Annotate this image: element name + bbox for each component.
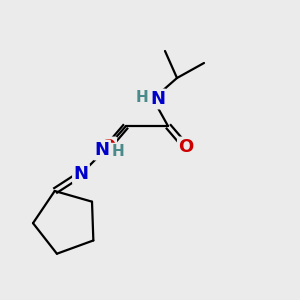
Text: O: O [178, 138, 194, 156]
Text: H: H [111, 144, 124, 159]
Text: O: O [100, 138, 116, 156]
Text: N: N [94, 141, 110, 159]
Text: N: N [74, 165, 88, 183]
Text: N: N [150, 90, 165, 108]
Text: H: H [135, 90, 148, 105]
